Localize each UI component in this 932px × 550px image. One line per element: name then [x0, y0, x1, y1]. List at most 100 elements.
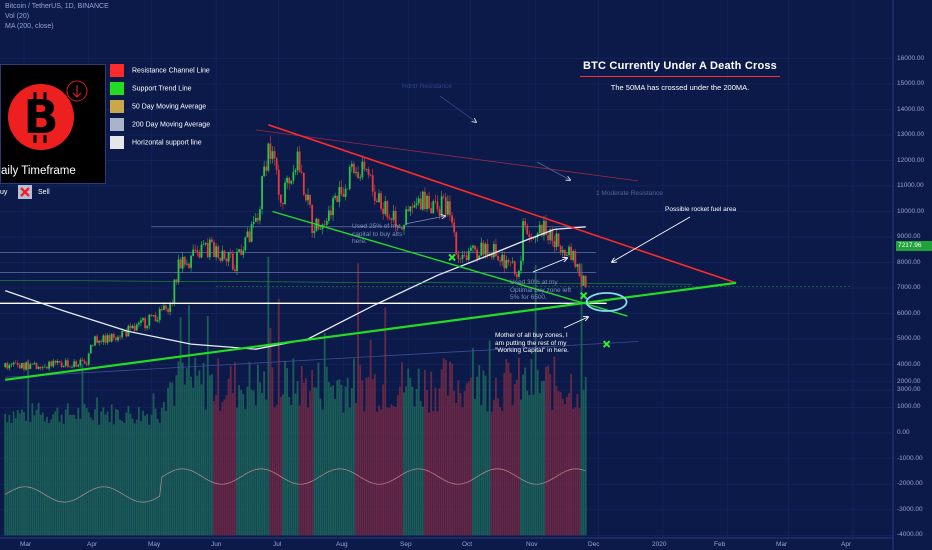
volume-bar	[474, 399, 476, 536]
buy-legend-label: uy	[0, 189, 8, 196]
candle-body	[363, 161, 366, 170]
volume-bar	[238, 385, 240, 536]
y-tick-label: 2000.00	[897, 377, 921, 385]
candle-body	[6, 363, 9, 369]
candle-body	[66, 360, 69, 367]
volume-bar	[81, 364, 84, 536]
candle-body	[85, 363, 88, 365]
used30-annotation: Used 30% at my Optimal buy zone left 5% fo…	[510, 279, 572, 301]
candle-body	[392, 210, 395, 220]
x-tick-label: Mar	[20, 541, 32, 548]
volume-bar	[513, 384, 516, 536]
candle-body	[129, 325, 132, 329]
volume-bar	[219, 410, 222, 536]
volume-bar	[16, 409, 19, 536]
volume-bar	[225, 395, 228, 536]
candle-body	[396, 227, 399, 228]
buy-marker	[579, 291, 588, 300]
x-tick-label: Nov	[526, 541, 538, 548]
volume-bar	[578, 408, 581, 536]
volume-bar	[129, 413, 132, 536]
candle-body	[192, 249, 195, 256]
volume-bar	[424, 369, 426, 536]
legend-entry: Horizontal support line	[110, 136, 202, 149]
candle-body	[102, 335, 105, 342]
volume-bar	[403, 392, 405, 536]
candle-body	[48, 361, 50, 369]
volume-bar	[386, 407, 389, 536]
candle-body	[211, 239, 213, 243]
y-tick-label: 0.00	[897, 429, 910, 436]
x-tick-label: Mar	[776, 541, 788, 548]
volume-bar	[348, 407, 351, 536]
volume-bar	[367, 377, 370, 536]
candle-body	[442, 196, 445, 198]
volume-bar	[196, 375, 199, 536]
volume-bar	[79, 418, 82, 536]
candle-body	[117, 336, 119, 341]
candle-body	[12, 362, 15, 365]
candle-body	[73, 361, 76, 367]
volume-bar	[566, 396, 568, 536]
volume-bar	[401, 362, 403, 536]
candle-body	[146, 325, 149, 329]
volume-bar	[557, 391, 560, 536]
candle-body	[223, 250, 226, 259]
volume-bar	[503, 372, 506, 536]
minor-support-line	[0, 280, 693, 285]
candle-body	[240, 249, 243, 255]
candle-body	[534, 237, 537, 239]
resistance-channel-line	[268, 124, 737, 284]
candle-body	[495, 244, 497, 256]
volume-bar	[307, 407, 309, 536]
candle-body	[43, 366, 46, 368]
candle-body	[428, 195, 431, 209]
candle-body	[348, 166, 351, 189]
svg-text:B: B	[23, 90, 58, 144]
volume-bar	[4, 413, 7, 536]
candle-body	[198, 252, 201, 258]
volume-bar	[511, 405, 514, 536]
volume-bar	[146, 414, 149, 536]
volume-bar	[455, 402, 458, 536]
candle-body	[353, 163, 355, 173]
candle-body	[482, 242, 485, 255]
volume-bar	[163, 402, 165, 536]
volume-bar	[396, 394, 399, 536]
volume-bar	[175, 375, 178, 536]
volume-bar	[505, 359, 508, 536]
rocket-fuel-annotation: Possible rocket fuel area	[665, 206, 737, 213]
sell-icon	[18, 185, 32, 199]
candle-body	[497, 255, 499, 261]
candle-body	[302, 172, 305, 195]
candle-body	[18, 364, 21, 369]
volume-bar	[394, 406, 397, 536]
candle-body	[338, 187, 341, 203]
volume-bar	[572, 408, 575, 536]
y-tick-label: 1000.00	[897, 403, 921, 411]
y-tick-label: 8000.00	[897, 258, 921, 266]
volume-bar	[419, 401, 422, 536]
volume-bar	[305, 378, 307, 536]
symbol-title: Bitcoin / TetherUS, 1D, BINANCE	[5, 3, 109, 10]
candle-body	[119, 336, 121, 338]
y-tick-label: -4000.00	[897, 531, 923, 539]
candle-body	[259, 209, 261, 221]
candle-body	[140, 320, 142, 323]
volume-bar	[327, 382, 330, 536]
volume-bar	[46, 416, 48, 536]
candle-body	[135, 324, 138, 331]
candle-body	[87, 353, 90, 365]
candle-body	[300, 172, 303, 173]
candle-body	[365, 169, 368, 170]
volume-bar	[240, 389, 243, 536]
candle-body	[449, 201, 451, 216]
candle-body	[561, 250, 564, 253]
volume-bar	[234, 362, 236, 536]
faint-arrow	[439, 95, 476, 122]
volume-bar	[211, 374, 213, 536]
volume-bar	[363, 411, 366, 536]
candle-body	[467, 250, 470, 261]
volume-bar	[547, 365, 550, 536]
